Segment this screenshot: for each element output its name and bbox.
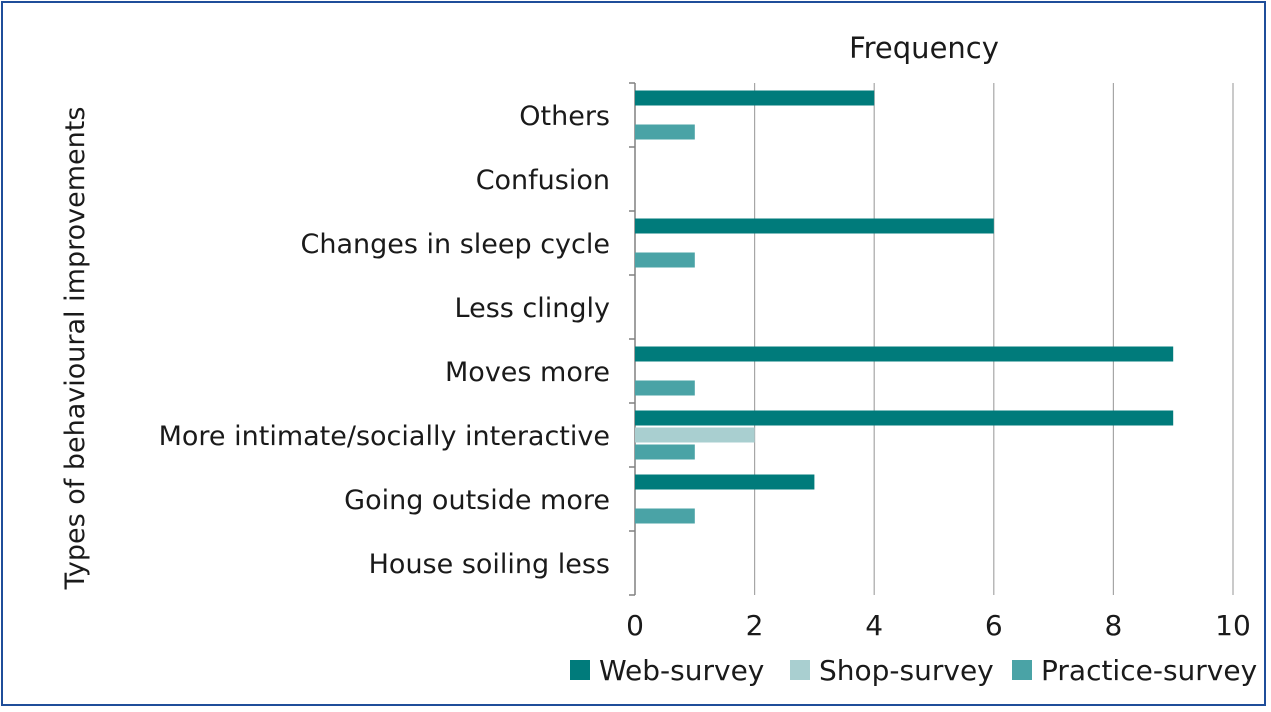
category-label-changes-in-sleep-cycle: Changes in sleep cycle bbox=[300, 229, 610, 260]
grid-lines bbox=[629, 82, 1234, 596]
bar-practice-survey-others bbox=[635, 124, 695, 140]
category-label-confusion: Confusion bbox=[476, 165, 610, 196]
legend: Web-survey Shop-survey Practice-survey bbox=[570, 654, 1257, 687]
legend-label-web-survey: Web-survey bbox=[599, 654, 764, 687]
chart-title: Frequency bbox=[849, 31, 999, 65]
category-label-others: Others bbox=[519, 101, 610, 132]
x-tick-label-10: 10 bbox=[1215, 609, 1251, 642]
bar-web-survey-changes-in-sleep-cycle bbox=[635, 218, 994, 234]
x-tick-label-2: 2 bbox=[746, 609, 764, 642]
x-tick-label-6: 6 bbox=[985, 609, 1003, 642]
bar-web-survey-more-intimate-socially-interactive bbox=[635, 410, 1174, 426]
category-label-less-clingly: Less clingly bbox=[455, 293, 610, 324]
bar-shop-survey-more-intimate-socially-interactive bbox=[635, 427, 755, 443]
x-tick-labels: 0 2 4 6 8 10 bbox=[626, 609, 1251, 642]
x-tick-label-0: 0 bbox=[626, 609, 644, 642]
legend-label-practice-survey: Practice-survey bbox=[1041, 654, 1257, 687]
legend-swatch-practice-survey bbox=[1012, 660, 1032, 680]
legend-swatch-shop-survey bbox=[790, 660, 810, 680]
bar-practice-survey-more-intimate-socially-interactive bbox=[635, 444, 695, 460]
bars bbox=[635, 90, 1174, 524]
bar-web-survey-moves-more bbox=[635, 346, 1174, 362]
x-tick-label-8: 8 bbox=[1104, 609, 1122, 642]
bar-practice-survey-changes-in-sleep-cycle bbox=[635, 252, 695, 268]
category-label-more-intimate-socially-interactive: More intimate/socially interactive bbox=[159, 421, 610, 452]
category-label-house-soiling-less: House soiling less bbox=[369, 549, 610, 580]
legend-swatch-web-survey bbox=[570, 660, 590, 680]
bar-chart: Frequency Types of behavioural improveme… bbox=[60, 31, 1257, 687]
y-axis-label: Types of behavioural improvements bbox=[60, 107, 91, 591]
bar-practice-survey-moves-more bbox=[635, 380, 695, 396]
bar-practice-survey-going-outside-more bbox=[635, 508, 695, 524]
bar-web-survey-others bbox=[635, 90, 875, 106]
category-labels: Others Confusion Changes in sleep cycle Les… bbox=[159, 101, 610, 580]
category-label-moves-more: Moves more bbox=[445, 357, 610, 388]
category-label-going-outside-more: Going outside more bbox=[344, 485, 610, 516]
x-tick-label-4: 4 bbox=[865, 609, 883, 642]
bar-web-survey-going-outside-more bbox=[635, 474, 815, 490]
legend-label-shop-survey: Shop-survey bbox=[819, 654, 994, 687]
